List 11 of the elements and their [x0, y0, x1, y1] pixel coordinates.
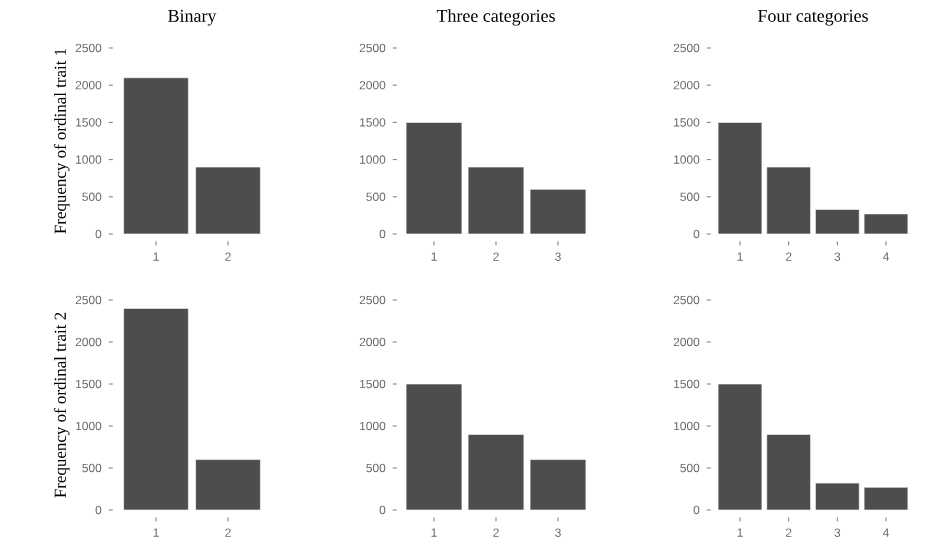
y-axis-title: Frequency of ordinal trait 1 — [53, 48, 70, 234]
bar — [405, 122, 463, 235]
chart-title: Binary — [168, 9, 217, 26]
bar — [405, 383, 463, 511]
bar — [529, 459, 587, 511]
y-axis-title: Frequency of ordinal trait 2 — [53, 312, 70, 498]
bar — [529, 189, 587, 235]
bar — [467, 434, 525, 511]
chart-title: Four categories — [758, 9, 868, 26]
chart-title: Three categories — [436, 9, 555, 26]
bar — [467, 166, 525, 235]
